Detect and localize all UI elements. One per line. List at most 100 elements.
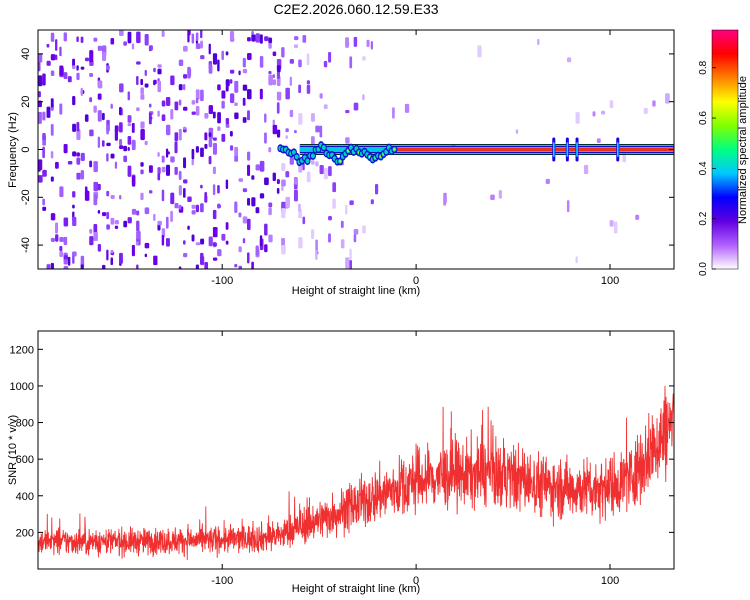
spectrogram-cell <box>59 251 64 258</box>
spectrogram-cell <box>272 51 277 57</box>
spectrogram-cell <box>127 91 130 101</box>
spectrogram-cell <box>238 212 242 218</box>
spectrogram-cell <box>76 129 81 140</box>
spectrogram-cell <box>204 143 208 149</box>
spectrogram-cell <box>596 138 601 143</box>
spectrogram-cell <box>63 236 68 246</box>
spectrogram-cell <box>498 190 502 199</box>
spectrogram-cell <box>276 91 282 101</box>
spectrogram-cell <box>89 160 93 168</box>
spectrogram-cell <box>276 129 281 138</box>
spectrogram-cell <box>392 107 395 119</box>
spectrogram-cell <box>97 183 101 191</box>
spectrogram-cell <box>89 72 94 77</box>
spectrogram-cell <box>315 125 320 133</box>
spectrogram-cell <box>281 47 285 58</box>
spectrogram-cell <box>622 153 627 163</box>
spectrogram-cell <box>370 199 374 205</box>
spectrogram-cell <box>221 90 226 99</box>
spectrogram-cell <box>345 42 350 46</box>
spectrogram-cell <box>191 159 194 166</box>
spectrogram-cell <box>38 100 42 108</box>
spectrogram-cell <box>183 126 187 130</box>
spectrogram-cell <box>153 213 156 221</box>
spectrogram-cell <box>106 142 111 147</box>
spectrogram-panel: -100 0 100 -40 -20 0 20 40 Height of straight … <box>7 29 675 297</box>
spectrogram-cell <box>264 132 267 144</box>
spectrogram-cell <box>157 167 161 175</box>
spectrogram-cell <box>353 36 358 47</box>
spectrogram-cell <box>592 111 596 117</box>
spectrogram-cell <box>140 94 145 100</box>
spectrogram-cell <box>247 110 250 121</box>
spectrogram-cell <box>161 100 166 107</box>
spectrogram-cell <box>42 133 46 141</box>
spectrogram-cell <box>84 57 90 62</box>
spectrogram-cell <box>264 244 268 253</box>
spectrogram-cell <box>225 79 230 87</box>
spectrogram-cell <box>362 94 365 101</box>
spectrogram-cell <box>584 164 589 175</box>
spectrogram-cell <box>119 138 123 146</box>
spectrogram-cell <box>234 102 238 107</box>
spectrogram-cell <box>208 43 211 55</box>
spectrogram-cell <box>362 56 366 61</box>
spectrogram-cell <box>63 32 67 42</box>
colorbar-label: Normalized spectral amplitude <box>737 76 749 224</box>
snr-x-label: Height of straight line (km) <box>292 583 420 595</box>
colorbar-tick-label: 0.0 <box>698 262 709 276</box>
spectrogram-cell <box>63 143 68 154</box>
spectrogram-cell <box>229 145 234 151</box>
spectrogram-cell <box>89 97 93 103</box>
spectrogram-cell <box>212 242 217 247</box>
spectrogram-cell <box>178 204 182 210</box>
spectrogram-cell <box>97 243 102 252</box>
spectrogram-cell <box>328 233 331 243</box>
spectrogram-cell <box>50 124 54 136</box>
spectrogram-cell <box>289 58 294 64</box>
spectrogram-cell <box>212 209 217 220</box>
spectrogram-cell <box>195 146 199 153</box>
spectrogram-cell <box>59 246 63 252</box>
spectrogram-cell <box>191 234 195 242</box>
spectrogram-cell <box>50 213 56 221</box>
spectrogram-cell <box>119 83 124 93</box>
spectrogram-cell <box>345 257 350 269</box>
spectrogram-cell <box>652 100 656 107</box>
spectrogram-cell <box>84 114 89 122</box>
carrier-blob-core <box>294 154 299 160</box>
spectrogram-cell <box>345 137 350 144</box>
spectrogram-cell <box>187 33 190 43</box>
spectrogram-cell <box>272 172 276 182</box>
spectrogram-cell <box>72 251 77 257</box>
spectrogram-cell <box>42 206 47 211</box>
carrier-blob-hot <box>393 148 396 151</box>
spectrogram-cell <box>127 115 132 123</box>
spectrogram-cell <box>319 125 323 138</box>
spectrogram-cell <box>200 203 204 213</box>
spectrogram-cell <box>38 159 43 171</box>
spectrogram-cell <box>225 240 229 245</box>
spectrogram-cell <box>195 264 199 269</box>
spectrogram-cell <box>234 263 238 268</box>
spectrogram-cell <box>229 79 233 84</box>
spectrogram-cell <box>195 32 199 42</box>
spectrogram-cell <box>106 65 110 71</box>
spectrogram-cell <box>247 252 250 264</box>
spectrogram-cell <box>195 97 199 104</box>
spectrogram-cell <box>89 129 94 137</box>
spectrogram-cell <box>157 68 162 75</box>
spectrogram-cell <box>191 111 196 115</box>
spectrogram-cell <box>110 217 115 225</box>
spectrogram-cell <box>349 56 353 69</box>
spectrogram-cell <box>247 53 252 60</box>
carrier-blob-core <box>310 153 315 159</box>
spectrogram-cell <box>178 185 182 196</box>
spectrogram-cell <box>247 198 251 206</box>
snr-y-tick-label: 400 <box>16 491 34 503</box>
spectrogram-cell <box>59 65 64 76</box>
spectrogram-cell <box>72 216 77 227</box>
spectrogram-cell <box>174 141 178 154</box>
spectrogram-cell <box>247 89 252 100</box>
spectrogram-cell <box>89 236 94 246</box>
